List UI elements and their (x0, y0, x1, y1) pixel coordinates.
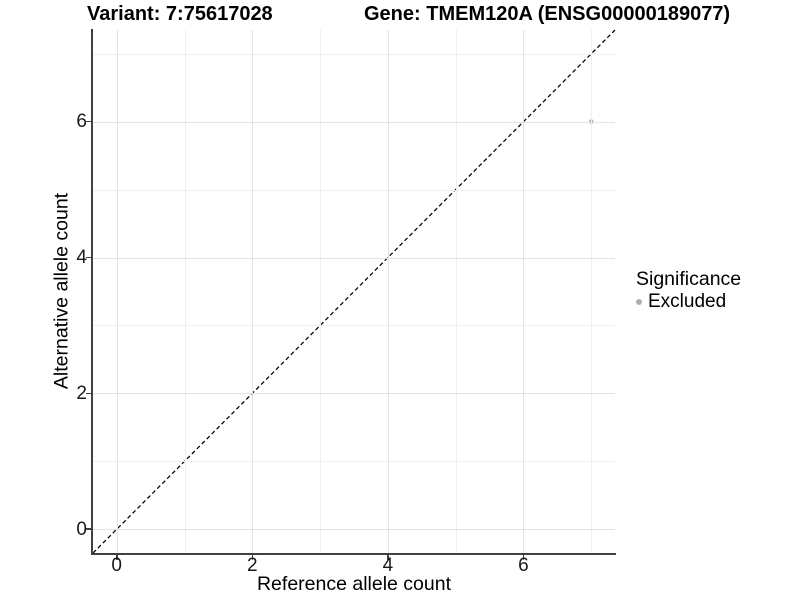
x-tick-label: 2 (247, 555, 258, 576)
gridline-x-minor (455, 30, 457, 553)
y-tick-mark (86, 120, 92, 123)
y-axis-title: Alternative allele count (50, 192, 73, 390)
x-tick-label: 6 (518, 555, 529, 576)
gridline-y-major (93, 257, 615, 259)
y-axis-line (91, 29, 93, 555)
gridline-x-minor (184, 30, 186, 553)
gridline-y-major (93, 393, 615, 395)
gridline-x-major (387, 30, 389, 553)
gridline-x-minor (591, 30, 593, 553)
gridline-y-minor (93, 461, 615, 463)
gridline-y-major (93, 529, 615, 531)
x-tick-label: 0 (111, 555, 122, 576)
legend-item: Excluded (636, 291, 741, 312)
x-axis-title: Reference allele count (256, 573, 452, 595)
gridline-x-major (116, 30, 118, 553)
gridline-x-minor (320, 30, 322, 553)
legend-item-label: Excluded (648, 290, 727, 312)
y-tick-mark (86, 256, 92, 259)
x-tick-mark (387, 554, 389, 560)
gridline-y-minor (93, 189, 615, 191)
y-tick-mark (86, 528, 92, 531)
x-tick-label: 4 (382, 555, 394, 576)
legend-items: Excluded (636, 291, 741, 312)
y-tick-label: 6 (76, 111, 87, 133)
x-tick-mark (115, 554, 118, 560)
legend-title: Significance (636, 268, 742, 290)
x-tick-mark (522, 554, 525, 560)
y-tick-label: 2 (76, 382, 87, 404)
y-tick-label: 4 (76, 247, 87, 269)
identity-line (92, 29, 616, 554)
gridline-x-major (523, 30, 525, 553)
gridline-y-minor (93, 325, 615, 327)
plot-svg (92, 29, 616, 554)
y-tick-label: 0 (76, 518, 87, 540)
gridline-y-major (93, 121, 615, 123)
x-tick-mark (251, 554, 254, 560)
legend: Significance Excluded (636, 268, 741, 312)
x-axis-line (91, 553, 616, 555)
gridline-x-major (252, 30, 254, 553)
plot-title-variant: Variant: 7:75617028 (87, 3, 273, 25)
y-tick-mark (86, 392, 92, 395)
plot-panel (92, 29, 616, 554)
legend-point-icon (636, 298, 642, 305)
plot-title-gene: Gene: TMEM120A (ENSG00000189077) (364, 3, 731, 25)
gridline-y-minor (93, 53, 615, 55)
